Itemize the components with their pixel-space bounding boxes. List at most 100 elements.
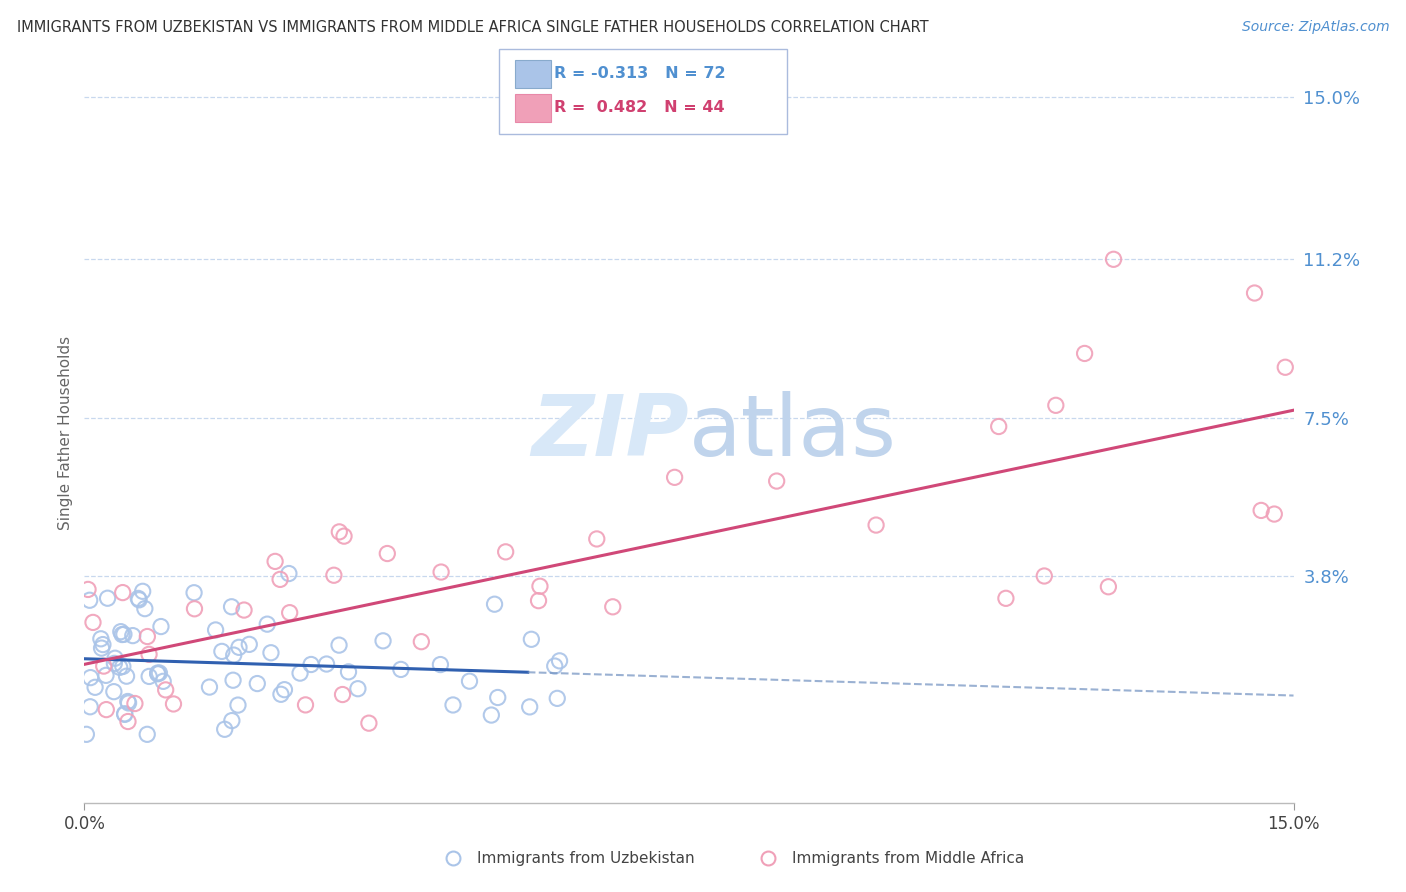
Point <box>294 698 316 712</box>
Point <box>127 591 149 606</box>
Point <box>260 646 283 660</box>
Point <box>112 627 135 641</box>
Point <box>233 603 256 617</box>
Point <box>111 627 134 641</box>
Point <box>486 690 509 705</box>
Point <box>221 599 243 614</box>
Point <box>520 632 543 647</box>
Point <box>115 669 138 683</box>
Point <box>228 640 250 655</box>
Point <box>103 657 125 671</box>
Point <box>299 657 322 672</box>
Point <box>238 637 260 651</box>
Point <box>332 688 354 702</box>
Point <box>322 568 344 582</box>
Point <box>79 671 101 685</box>
Point <box>183 601 205 615</box>
Text: Source: ZipAtlas.com: Source: ZipAtlas.com <box>1241 20 1389 34</box>
Point <box>110 624 132 639</box>
Point <box>337 665 360 679</box>
Point <box>162 697 184 711</box>
Point <box>430 565 453 579</box>
Point <box>226 698 249 712</box>
Point <box>458 674 481 689</box>
Point <box>278 606 301 620</box>
Point <box>97 591 120 606</box>
Point <box>1097 580 1119 594</box>
Point <box>111 659 134 673</box>
Point <box>96 703 118 717</box>
Point <box>222 648 245 662</box>
Point <box>544 659 567 673</box>
Text: Immigrants from Middle Africa: Immigrants from Middle Africa <box>792 851 1024 866</box>
Text: ZIP: ZIP <box>531 391 689 475</box>
Text: atlas: atlas <box>689 391 897 475</box>
Point <box>1033 569 1056 583</box>
Point <box>214 723 236 737</box>
Point <box>149 619 172 633</box>
Point <box>79 699 101 714</box>
Point <box>114 706 136 721</box>
Text: R =  0.482   N = 44: R = 0.482 N = 44 <box>554 100 724 114</box>
Point <box>585 532 607 546</box>
Point <box>155 682 177 697</box>
Point <box>221 714 243 728</box>
Point <box>411 634 433 648</box>
Point <box>136 727 159 741</box>
Point <box>277 566 299 581</box>
Point <box>546 691 568 706</box>
Point <box>84 681 107 695</box>
Point <box>146 666 169 681</box>
Point <box>1274 360 1296 375</box>
Point <box>117 694 139 708</box>
Point <box>328 524 350 539</box>
Point <box>1102 252 1125 267</box>
Point <box>108 660 131 674</box>
Point <box>204 623 226 637</box>
Point <box>136 630 159 644</box>
Point <box>79 593 101 607</box>
Point <box>1250 503 1272 517</box>
Point <box>429 657 451 672</box>
Point <box>529 579 551 593</box>
Point <box>375 547 398 561</box>
Point <box>246 676 269 690</box>
Point <box>1073 346 1095 360</box>
Point <box>1263 507 1285 521</box>
Point <box>117 696 139 710</box>
Point <box>117 714 139 729</box>
Text: R = -0.313   N = 72: R = -0.313 N = 72 <box>554 66 725 80</box>
Point <box>288 666 311 681</box>
Point <box>1045 398 1067 412</box>
Text: IMMIGRANTS FROM UZBEKISTAN VS IMMIGRANTS FROM MIDDLE AFRICA SINGLE FATHER HOUSEH: IMMIGRANTS FROM UZBEKISTAN VS IMMIGRANTS… <box>17 20 928 35</box>
Point <box>1243 286 1265 301</box>
Point <box>256 617 278 632</box>
Point <box>94 668 117 682</box>
Point <box>77 582 100 597</box>
Point <box>93 659 115 673</box>
Point <box>371 633 394 648</box>
Text: Immigrants from Uzbekistan: Immigrants from Uzbekistan <box>478 851 695 866</box>
Point <box>519 699 541 714</box>
Point <box>270 687 292 701</box>
Point <box>222 673 245 688</box>
Point <box>138 648 160 662</box>
Point <box>269 573 291 587</box>
Point <box>479 708 502 723</box>
Point <box>273 682 295 697</box>
Point <box>441 698 464 712</box>
Point <box>75 727 97 741</box>
Point <box>865 518 887 533</box>
Point <box>333 529 356 543</box>
Point <box>264 554 287 568</box>
Point <box>994 591 1017 606</box>
Point <box>664 470 686 484</box>
Point <box>90 632 112 646</box>
Point <box>148 666 170 681</box>
Point <box>211 644 233 658</box>
Point <box>103 684 125 698</box>
Point <box>121 629 143 643</box>
Point <box>315 657 337 671</box>
Point <box>138 669 160 683</box>
Point <box>484 597 506 611</box>
